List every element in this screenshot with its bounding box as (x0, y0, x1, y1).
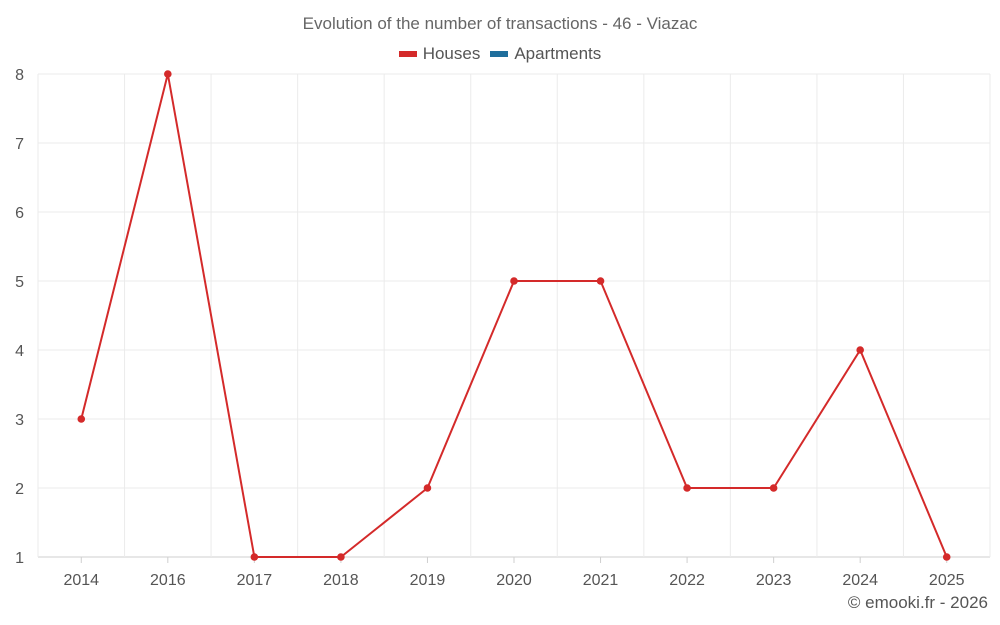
y-tick-label: 2 (15, 481, 24, 498)
x-tick-label: 2024 (842, 572, 878, 589)
chart-title: Evolution of the number of transactions … (302, 14, 698, 33)
data-point-houses (77, 415, 86, 423)
data-point-houses (856, 346, 864, 354)
y-tick-label: 8 (15, 67, 24, 84)
legend-swatch-houses (398, 51, 417, 57)
y-tick-label: 4 (15, 343, 24, 360)
y-tick-label: 6 (15, 205, 24, 222)
x-tick-label: 2018 (323, 572, 359, 589)
data-point-houses (683, 484, 691, 492)
x-tick-label: 2021 (583, 572, 619, 589)
data-point-houses (250, 553, 259, 561)
y-tick-label: 5 (15, 274, 24, 291)
data-point-houses (510, 277, 518, 285)
x-tick-label: 2019 (410, 572, 446, 589)
x-tick-label: 2025 (929, 572, 965, 589)
y-tick-label: 7 (15, 136, 24, 153)
x-tick-label: 2023 (756, 572, 792, 589)
legend-item-houses[interactable]: Houses (398, 44, 481, 64)
legend-label-apartments: Apartments (514, 44, 602, 63)
x-tick-label: 2014 (63, 572, 99, 589)
data-point-houses (337, 553, 345, 561)
data-point-houses (423, 484, 432, 492)
data-point-houses (942, 553, 951, 561)
x-tick-label: 2020 (496, 572, 532, 589)
credit-text: © emooki.fr - 2026 (847, 593, 988, 612)
x-tick-label: 2022 (669, 572, 705, 589)
legend-item-apartments[interactable]: Apartments (490, 44, 601, 64)
data-point-houses (769, 484, 778, 492)
data-point-houses (164, 70, 172, 78)
legend-label-houses: Houses (422, 44, 481, 63)
x-tick-label: 2016 (150, 572, 186, 589)
legend: Houses Apartments (0, 44, 1000, 64)
x-tick-label: 2017 (237, 572, 273, 589)
legend-swatch-apartments (490, 51, 509, 57)
data-point-houses (596, 277, 605, 285)
y-tick-label: 3 (15, 412, 24, 429)
y-tick-label: 1 (15, 550, 24, 567)
